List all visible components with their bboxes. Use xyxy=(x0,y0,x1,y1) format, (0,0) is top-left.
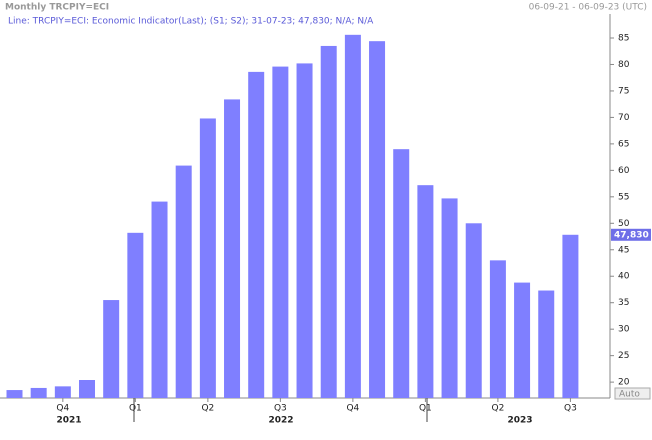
bar xyxy=(369,41,386,398)
bar xyxy=(441,198,458,398)
bar xyxy=(127,232,144,398)
y-tick-label: 65 xyxy=(618,139,629,149)
chart-title: Monthly TRCPIY=ECI xyxy=(5,3,109,13)
bar xyxy=(272,66,289,399)
bar xyxy=(514,282,531,398)
bar xyxy=(417,185,434,398)
x-tick-label: Q4 xyxy=(346,404,359,414)
bar xyxy=(489,260,506,398)
y-tick-label: 50 xyxy=(618,219,630,229)
bar xyxy=(151,201,168,398)
y-tick-label: 30 xyxy=(618,325,630,335)
bar xyxy=(248,71,265,398)
bar xyxy=(199,118,216,399)
bar xyxy=(296,63,313,398)
bar xyxy=(465,223,482,398)
bar xyxy=(224,99,241,398)
y-tick-label: 70 xyxy=(618,113,630,123)
y-tick-label: 25 xyxy=(618,351,629,361)
bar xyxy=(175,165,192,398)
x-tick-label: Q3 xyxy=(274,404,287,414)
bar xyxy=(54,386,71,398)
bar xyxy=(79,380,96,398)
year-label: 2021 xyxy=(56,416,81,426)
y-tick-label: 40 xyxy=(618,272,630,282)
bar xyxy=(103,300,120,398)
legend-text: Line: TRCPIY=ECI: Economic Indicator(Las… xyxy=(8,17,374,27)
bar xyxy=(393,149,410,398)
y-tick-label: 80 xyxy=(618,60,630,70)
last-value-box xyxy=(611,228,651,241)
y-tick-label: 20 xyxy=(618,378,630,388)
x-tick-label: Q4 xyxy=(56,404,69,414)
bar xyxy=(344,34,361,399)
x-tick-label: Q1 xyxy=(129,404,142,414)
y-tick-label: 85 xyxy=(618,34,629,44)
x-tick-label: Q3 xyxy=(564,404,577,414)
y-tick-label: 35 xyxy=(618,298,629,308)
bar xyxy=(562,234,579,398)
bar xyxy=(320,45,337,399)
x-tick-label: Q1 xyxy=(419,404,432,414)
year-label: 2023 xyxy=(507,416,532,426)
y-tick-label: 45 xyxy=(618,245,629,255)
year-label: 2022 xyxy=(268,416,293,426)
scale-mode-box[interactable] xyxy=(614,387,651,400)
last-value-label: 47,830 xyxy=(614,230,649,240)
bar xyxy=(6,390,23,398)
date-range: 06-09-21 - 06-09-23 (UTC) xyxy=(529,3,647,13)
bar xyxy=(30,387,47,398)
x-tick-label: Q2 xyxy=(201,404,214,414)
y-tick-label: 75 xyxy=(618,86,629,96)
y-tick-label: 55 xyxy=(618,192,629,202)
x-tick-label: Q2 xyxy=(491,404,504,414)
scale-mode[interactable]: Auto xyxy=(619,390,640,400)
bar xyxy=(538,290,555,398)
y-tick-label: 60 xyxy=(618,166,630,176)
